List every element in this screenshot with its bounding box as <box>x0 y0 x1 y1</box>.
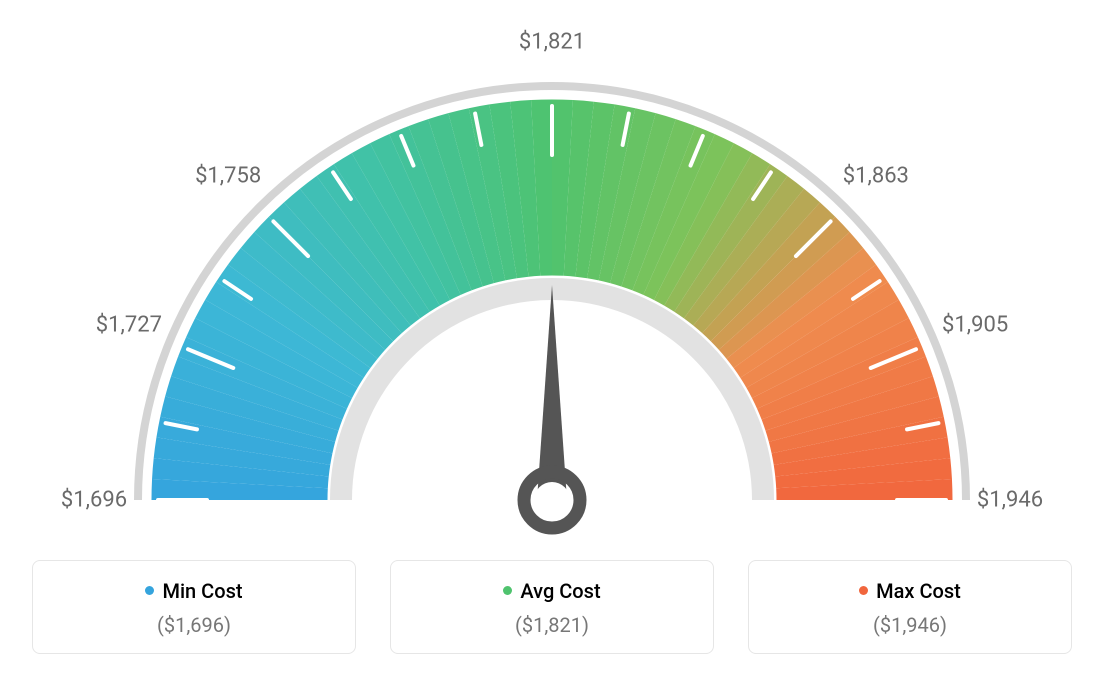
avg-cost-value: ($1,821) <box>401 613 703 637</box>
gauge-tick-label: $1,758 <box>195 164 261 189</box>
min-cost-card: Min Cost ($1,696) <box>32 560 356 654</box>
cost-gauge: $1,696 $1,727 $1,758 $1,821 $1,863 $1,905 $1,9… <box>32 30 1072 550</box>
gauge-tick-label: $1,946 <box>977 488 1043 513</box>
gauge-tick-label: $1,727 <box>96 312 162 337</box>
gauge-tick-label: $1,696 <box>61 488 127 513</box>
max-dot-icon <box>859 586 868 595</box>
max-cost-label: Max Cost <box>876 579 961 603</box>
min-cost-title: Min Cost <box>43 579 345 603</box>
max-cost-value: ($1,946) <box>759 613 1061 637</box>
max-cost-title: Max Cost <box>759 579 1061 603</box>
avg-cost-card: Avg Cost ($1,821) <box>390 560 714 654</box>
avg-cost-label: Avg Cost <box>520 579 600 603</box>
legend-row: Min Cost ($1,696) Avg Cost ($1,821) Max … <box>32 560 1072 654</box>
min-dot-icon <box>145 586 154 595</box>
min-cost-value: ($1,696) <box>43 613 345 637</box>
avg-cost-title: Avg Cost <box>401 579 703 603</box>
max-cost-card: Max Cost ($1,946) <box>748 560 1072 654</box>
min-cost-label: Min Cost <box>162 579 242 603</box>
gauge-tick-label: $1,905 <box>942 312 1008 337</box>
avg-dot-icon <box>503 586 512 595</box>
gauge-tick-label: $1,863 <box>843 164 909 189</box>
gauge-tick-label: $1,821 <box>519 30 585 55</box>
gauge-svg <box>32 30 1072 550</box>
